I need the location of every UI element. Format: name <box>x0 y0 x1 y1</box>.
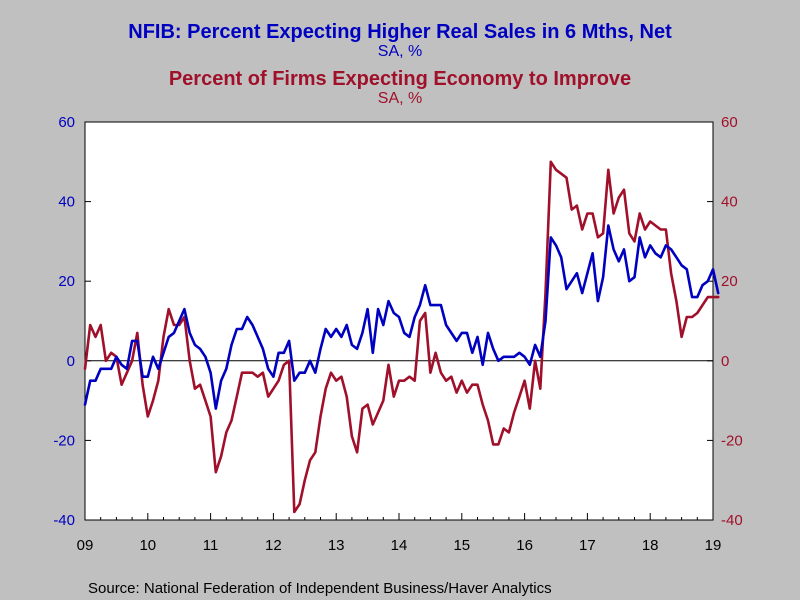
chart-source: Source: National Federation of Independe… <box>88 580 552 597</box>
x-tick-label: 10 <box>139 537 156 554</box>
x-tick-label: 17 <box>579 537 596 554</box>
y-right-tick-label: -20 <box>721 432 743 449</box>
y-left-tick-label: -20 <box>53 432 75 449</box>
chart-title-2: Percent of Firms Expecting Economy to Im… <box>169 68 631 90</box>
x-tick-label: 09 <box>77 537 94 554</box>
y-left-tick-label: 60 <box>58 114 75 131</box>
x-tick-label: 19 <box>705 537 722 554</box>
x-tick-label: 15 <box>453 537 470 554</box>
chart-subtitle-1: SA, % <box>378 43 422 60</box>
series-line-1 <box>83 224 720 410</box>
series-line-2 <box>83 160 720 514</box>
x-tick-label: 11 <box>203 537 219 554</box>
y-left-tick-label: -40 <box>53 512 75 529</box>
x-tick-label: 13 <box>328 537 345 554</box>
y-right-tick-label: 40 <box>721 194 738 211</box>
x-tick-label: 12 <box>265 537 282 554</box>
chart-title-1: NFIB: Percent Expecting Higher Real Sale… <box>128 21 672 43</box>
chart-subtitle-2: SA, % <box>378 90 422 107</box>
x-tick-label: 18 <box>642 537 659 554</box>
y-left-tick-label: 20 <box>58 273 75 290</box>
y-right-tick-label: -40 <box>721 512 743 529</box>
y-left-tick-label: 0 <box>67 353 75 370</box>
y-left-tick-label: 40 <box>58 194 75 211</box>
y-right-tick-label: 20 <box>721 273 738 290</box>
y-right-tick-label: 0 <box>721 353 729 370</box>
y-right-tick-label: 60 <box>721 114 738 131</box>
x-tick-label: 16 <box>516 537 533 554</box>
x-tick-label: 14 <box>391 537 408 554</box>
